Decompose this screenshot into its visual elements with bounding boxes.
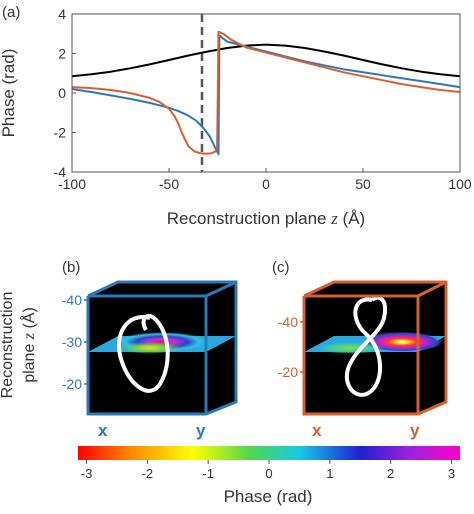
panel-a-label: (a) <box>2 4 20 21</box>
panel-b-z-tick-label: -20 <box>62 376 82 392</box>
panel-a-y-tick-label: -4 <box>54 164 67 180</box>
panel-b-y-axis-label: y <box>196 421 206 440</box>
panel-a-ticks: -100 -50 0 50 100 -4 -2 0 2 4 <box>54 6 472 192</box>
panel-b-frame-top-edge <box>205 280 237 298</box>
panel-b-3d-box <box>86 280 238 416</box>
panel-a-series-line-2 <box>71 30 461 155</box>
panel-a-x-tick-label: 50 <box>355 176 371 192</box>
panel-c-frame-top-edge <box>417 280 447 298</box>
panel-a-y-label: Phase (rad) <box>0 49 18 138</box>
panel-a-y-tick-label: 0 <box>58 85 66 101</box>
panel-c-z-tick-label: -40 <box>278 314 298 330</box>
panel-a-x-tick-label: 0 <box>262 176 270 192</box>
colorbar-ticks: -3 -2 -1 0 1 2 3 <box>81 460 455 481</box>
panel-c-z-tick-label: -20 <box>278 364 298 380</box>
colorbar-label: Phase (rad) <box>224 487 313 506</box>
panel-b-frame-outer <box>86 280 238 416</box>
panel-b-vortex-line <box>116 313 170 393</box>
panel-a-x-tick-label: -50 <box>159 176 179 192</box>
panel-a-x-label: Reconstruction plane z (Å) <box>167 209 365 228</box>
panel-a-y-tick-label: 4 <box>58 6 66 22</box>
panel-a-x-tick-label: -100 <box>58 176 86 192</box>
colorbar-tick-label: 0 <box>265 466 272 481</box>
panel-c-y-axis-label: y <box>410 421 420 440</box>
panel-a-x-tick-label: 100 <box>448 176 472 192</box>
colorbar-tick-label: 2 <box>387 466 394 481</box>
panel-a-series-line-1 <box>71 34 461 156</box>
panel-a-series-line-0 <box>71 43 461 78</box>
panel-b-z-label-line1: Reconstruction <box>0 292 16 399</box>
panel-c-frame-outer <box>302 280 448 416</box>
panel-b-label: (b) <box>62 259 80 276</box>
panel-b-z-tick-label: -30 <box>62 334 82 350</box>
colorbar-tick-label: 1 <box>326 466 333 481</box>
panel-b-z-tick-label: -40 <box>62 292 82 308</box>
panel-b-x-axis-label: x <box>98 421 108 440</box>
panel-c-3d-box <box>302 280 448 416</box>
panel-a-series-group <box>71 14 461 172</box>
panel-b-phase-blob-warm <box>118 342 182 354</box>
colorbar-tick-label: -2 <box>142 466 154 481</box>
colorbar-tick-label: -3 <box>81 466 93 481</box>
panel-c-phase-blob-green <box>316 342 384 354</box>
panel-c-vortex-line <box>344 295 387 397</box>
panel-a-y-tick-label: 2 <box>58 46 66 62</box>
panel-c-x-axis-label: x <box>312 421 322 440</box>
panel-a-y-tick-label: -2 <box>54 125 67 141</box>
colorbar-tick-label: 3 <box>448 466 455 481</box>
panel-a-plot: -100 -50 0 50 100 -4 -2 0 2 4 <box>54 6 472 192</box>
panel-b-z-label-line2: plane z (Å) <box>19 307 38 383</box>
panel-c-label: (c) <box>272 259 290 276</box>
colorbar-gradient <box>78 446 460 460</box>
colorbar-tick-label: -1 <box>202 466 214 481</box>
